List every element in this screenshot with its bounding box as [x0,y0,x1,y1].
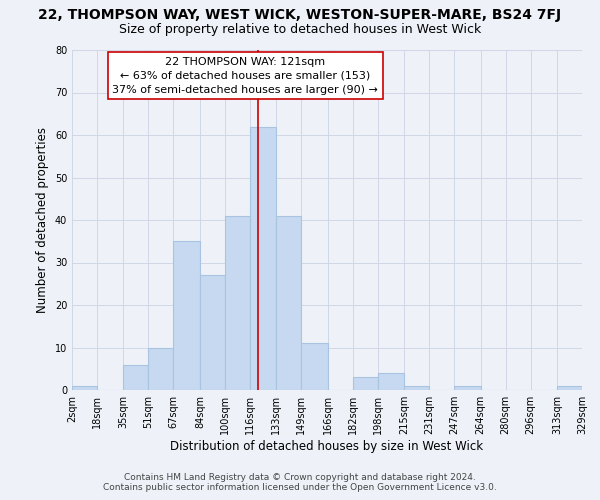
Bar [404,386,429,390]
Bar [124,364,148,390]
Bar [557,386,582,390]
Text: 22, THOMPSON WAY, WEST WICK, WESTON-SUPER-MARE, BS24 7FJ: 22, THOMPSON WAY, WEST WICK, WESTON-SUPE… [38,8,562,22]
Bar [277,216,301,390]
X-axis label: Distribution of detached houses by size in West Wick: Distribution of detached houses by size … [170,440,484,453]
Bar [200,275,225,390]
Bar [250,126,277,390]
Y-axis label: Number of detached properties: Number of detached properties [36,127,49,313]
Text: Contains HM Land Registry data © Crown copyright and database right 2024.
Contai: Contains HM Land Registry data © Crown c… [103,473,497,492]
Bar [301,343,328,390]
Bar [173,242,200,390]
Text: 22 THOMPSON WAY: 121sqm
← 63% of detached houses are smaller (153)
37% of semi-d: 22 THOMPSON WAY: 121sqm ← 63% of detache… [112,57,379,95]
Bar [72,386,97,390]
Bar [225,216,250,390]
Bar [377,373,404,390]
Bar [148,348,173,390]
Bar [454,386,481,390]
Text: Size of property relative to detached houses in West Wick: Size of property relative to detached ho… [119,22,481,36]
Bar [353,378,377,390]
